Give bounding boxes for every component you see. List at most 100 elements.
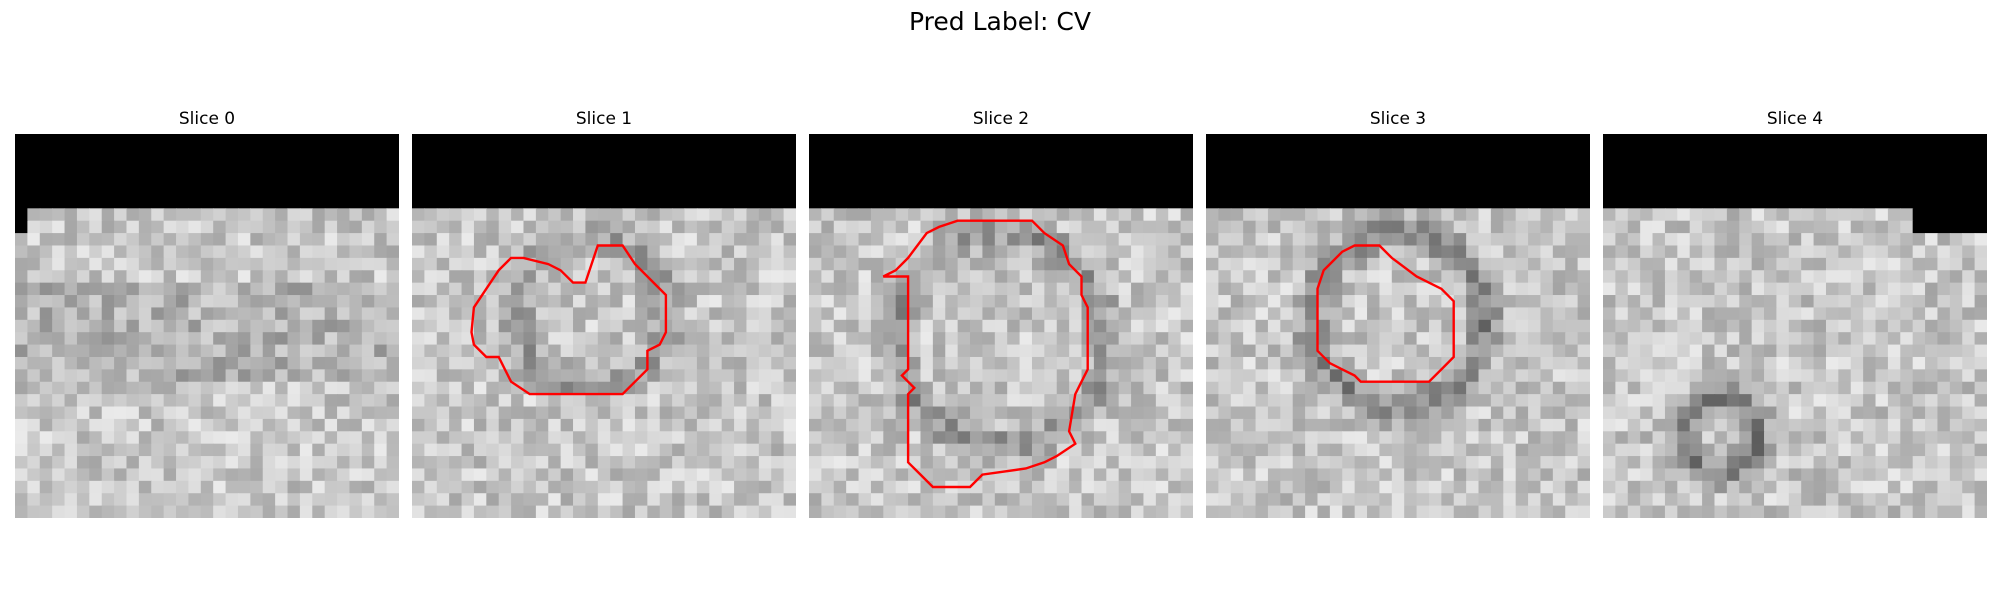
image-pixel xyxy=(299,307,313,321)
image-pixel xyxy=(176,443,190,457)
slice-panel-3: Slice 3 xyxy=(1206,108,1590,518)
image-pixel xyxy=(1962,307,1976,321)
mask-pixel xyxy=(1180,195,1193,209)
image-pixel xyxy=(597,282,611,296)
image-pixel xyxy=(1875,369,1889,383)
mask-pixel xyxy=(1180,158,1193,172)
image-pixel xyxy=(1788,456,1802,470)
image-pixel xyxy=(771,493,785,507)
image-pixel xyxy=(1689,505,1703,518)
image-pixel xyxy=(833,208,847,222)
image-pixel xyxy=(473,418,487,432)
image-pixel xyxy=(696,456,710,470)
image-pixel xyxy=(1702,418,1716,432)
image-pixel xyxy=(908,257,922,271)
image-pixel xyxy=(39,443,53,457)
image-pixel xyxy=(1019,307,1033,321)
image-pixel xyxy=(535,431,549,445)
image-pixel xyxy=(1850,307,1864,321)
image-pixel xyxy=(535,369,549,383)
image-pixel xyxy=(461,394,475,408)
image-pixel xyxy=(1118,468,1132,482)
image-pixel xyxy=(1305,220,1319,234)
mask-pixel xyxy=(610,158,624,172)
image-pixel xyxy=(1490,257,1504,271)
image-pixel xyxy=(1019,480,1033,494)
image-pixel xyxy=(1813,307,1827,321)
image-pixel xyxy=(27,443,41,457)
image-pixel xyxy=(1739,480,1753,494)
image-pixel xyxy=(1503,319,1517,333)
image-pixel xyxy=(573,245,587,259)
image-pixel xyxy=(225,307,239,321)
mask-pixel xyxy=(846,171,860,185)
image-pixel xyxy=(634,418,648,432)
image-pixel xyxy=(1863,480,1877,494)
image-pixel xyxy=(337,208,351,222)
image-pixel xyxy=(324,480,338,494)
image-pixel xyxy=(684,431,698,445)
image-pixel xyxy=(1168,307,1182,321)
mask-pixel xyxy=(176,134,190,147)
mask-pixel xyxy=(1367,171,1381,185)
image-pixel xyxy=(771,295,785,309)
image-pixel xyxy=(1056,257,1070,271)
image-pixel xyxy=(920,270,934,284)
image-pixel xyxy=(746,220,760,234)
image-pixel xyxy=(573,406,587,420)
image-pixel xyxy=(1305,394,1319,408)
mask-pixel xyxy=(1466,183,1480,197)
image-pixel xyxy=(1503,394,1517,408)
mask-pixel xyxy=(846,146,860,160)
image-pixel xyxy=(833,394,847,408)
image-pixel xyxy=(1180,245,1193,259)
mask-pixel xyxy=(386,171,399,185)
image-pixel xyxy=(758,257,772,271)
image-pixel xyxy=(1416,332,1430,346)
image-pixel xyxy=(1751,381,1765,395)
image-pixel xyxy=(994,443,1008,457)
image-pixel xyxy=(1714,220,1728,234)
image-pixel xyxy=(622,480,636,494)
image-pixel xyxy=(1280,307,1294,321)
image-pixel xyxy=(672,319,686,333)
mask-pixel xyxy=(89,171,103,185)
image-pixel xyxy=(114,295,128,309)
image-pixel xyxy=(1528,356,1542,370)
mask-pixel xyxy=(1428,195,1442,209)
mask-pixel xyxy=(573,195,587,209)
mask-pixel xyxy=(349,158,363,172)
image-pixel xyxy=(1305,381,1319,395)
image-pixel xyxy=(758,233,772,247)
image-pixel xyxy=(1664,332,1678,346)
image-pixel xyxy=(684,418,698,432)
mask-pixel xyxy=(27,171,41,185)
image-pixel xyxy=(1652,456,1666,470)
image-pixel xyxy=(1937,356,1951,370)
image-pixel xyxy=(758,394,772,408)
slice-panel-4: Slice 4 xyxy=(1603,108,1987,518)
image-pixel xyxy=(1379,319,1393,333)
image-pixel xyxy=(994,220,1008,234)
mask-pixel xyxy=(634,195,648,209)
image-pixel xyxy=(647,418,661,432)
image-pixel xyxy=(970,493,984,507)
image-pixel xyxy=(721,257,735,271)
image-pixel xyxy=(76,480,90,494)
image-pixel xyxy=(1887,493,1901,507)
mask-pixel xyxy=(821,183,835,197)
image-pixel xyxy=(1478,381,1492,395)
image-pixel xyxy=(721,443,735,457)
mask-pixel xyxy=(982,146,996,160)
mask-pixel xyxy=(833,183,847,197)
image-pixel xyxy=(151,369,165,383)
mask-pixel xyxy=(424,134,438,147)
image-pixel xyxy=(237,319,251,333)
image-pixel xyxy=(250,505,264,518)
image-pixel xyxy=(511,493,525,507)
image-pixel xyxy=(1292,480,1306,494)
image-pixel xyxy=(250,431,264,445)
image-pixel xyxy=(1689,456,1703,470)
image-pixel xyxy=(449,493,463,507)
mask-pixel xyxy=(436,171,450,185)
